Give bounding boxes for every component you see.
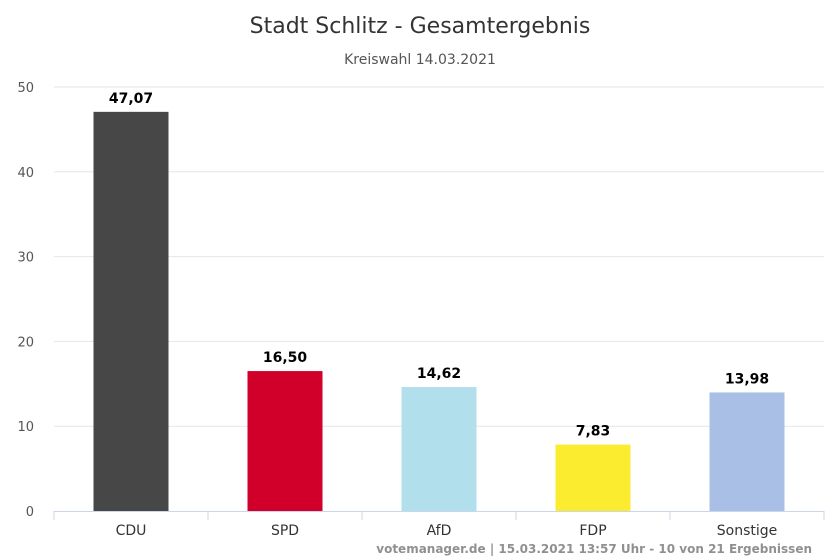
y-tick-label: 20 xyxy=(17,335,34,350)
bar-cdu[interactable] xyxy=(93,111,169,511)
y-axis: 0 10 20 30 40 50 xyxy=(17,81,34,520)
bar-spd[interactable] xyxy=(247,371,323,511)
y-tick-label: 30 xyxy=(17,251,34,266)
chart-subtitle: Kreiswahl 14.03.2021 xyxy=(344,52,496,68)
x-tick-label: SPD xyxy=(271,523,299,539)
data-label: 14,62 xyxy=(417,366,461,382)
y-tick-label: 50 xyxy=(17,81,34,96)
bar-fdp[interactable] xyxy=(555,444,631,511)
bar-afd[interactable] xyxy=(401,387,477,511)
credits-text[interactable]: votemanager.de | 15.03.2021 13:57 Uhr - … xyxy=(376,542,812,556)
chart-title: Stadt Schlitz - Gesamtergebnis xyxy=(250,14,591,39)
x-tick-label: Sonstige xyxy=(717,523,778,539)
y-tick-label: 0 xyxy=(26,505,34,520)
x-tick-label: AfD xyxy=(427,523,452,539)
y-tick-label: 40 xyxy=(17,166,34,181)
x-tick-label: FDP xyxy=(579,523,606,539)
bar-sonstige[interactable] xyxy=(709,392,785,511)
data-label: 7,83 xyxy=(576,424,611,440)
data-label: 16,50 xyxy=(263,350,308,366)
data-label: 47,07 xyxy=(109,91,153,107)
x-tick-label: CDU xyxy=(116,523,147,539)
bars xyxy=(93,111,785,511)
data-label: 13,98 xyxy=(725,371,769,387)
data-labels: 47,07 16,50 14,62 7,83 13,98 xyxy=(109,91,769,440)
x-axis: CDU SPD AfD FDP Sonstige xyxy=(53,511,825,539)
gridlines xyxy=(54,86,824,427)
y-tick-label: 10 xyxy=(17,420,34,435)
